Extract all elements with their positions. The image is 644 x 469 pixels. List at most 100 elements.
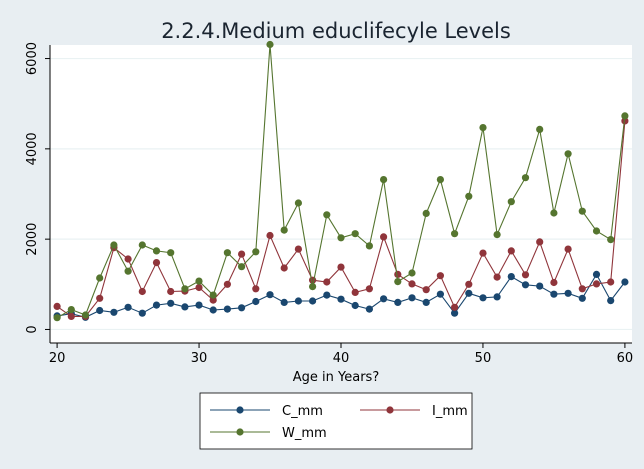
data-point-I_mm-51 xyxy=(493,273,501,281)
data-point-W_mm-51 xyxy=(493,231,501,239)
data-point-I_mm-43 xyxy=(380,233,388,241)
data-point-C_mm-43 xyxy=(380,295,388,303)
data-point-C_mm-40 xyxy=(337,295,345,303)
data-point-I_mm-58 xyxy=(592,280,601,288)
data-point-C_mm-42 xyxy=(365,305,373,313)
legend-entry-C_mm: C_mm xyxy=(210,404,323,419)
data-point-C_mm-57 xyxy=(578,294,586,302)
y-tick-label-6000: 6000 xyxy=(25,42,40,75)
data-point-I_mm-39 xyxy=(323,278,331,286)
data-point-C_mm-47 xyxy=(436,290,444,298)
data-point-I_mm-33 xyxy=(238,250,246,258)
data-point-I_mm-49 xyxy=(465,280,473,288)
data-point-I_mm-54 xyxy=(536,238,544,246)
data-point-W_mm-36 xyxy=(280,226,288,234)
chart-title: 2.2.4.Medium educlifecyle Levels xyxy=(161,19,511,43)
data-point-W_mm-44 xyxy=(394,278,402,286)
data-point-C_mm-33 xyxy=(238,304,246,312)
data-point-C_mm-25 xyxy=(124,303,132,311)
x-axis-title: Age in Years? xyxy=(293,370,379,385)
plot-area xyxy=(50,45,632,343)
data-point-I_mm-60 xyxy=(621,117,629,125)
data-point-W_mm-55 xyxy=(550,209,558,217)
legend-marker-W_mm xyxy=(236,428,244,436)
data-point-W_mm-33 xyxy=(238,263,246,271)
data-point-W_mm-45 xyxy=(408,269,416,277)
data-point-W_mm-38 xyxy=(309,283,317,291)
data-point-W_mm-26 xyxy=(138,241,146,249)
data-point-W_mm-50 xyxy=(479,124,487,132)
data-point-C_mm-44 xyxy=(394,298,402,306)
legend-entry-I_mm: I_mm xyxy=(360,404,468,419)
data-point-C_mm-41 xyxy=(351,301,359,310)
data-point-W_mm-60 xyxy=(621,112,629,120)
data-point-C_mm-34 xyxy=(252,297,260,306)
x-tick-label-30: 30 xyxy=(191,351,208,366)
data-point-W_mm-56 xyxy=(564,150,572,158)
data-point-C_mm-50 xyxy=(479,294,487,302)
data-point-C_mm-28 xyxy=(167,299,175,307)
data-point-I_mm-23 xyxy=(96,294,104,302)
data-point-W_mm-52 xyxy=(507,198,515,206)
data-point-I_mm-57 xyxy=(578,285,586,293)
data-point-C_mm-58 xyxy=(592,270,601,278)
data-point-I_mm-56 xyxy=(564,245,572,253)
x-tick-label-60: 60 xyxy=(617,351,634,366)
data-point-C_mm-53 xyxy=(521,281,530,289)
data-point-I_mm-21 xyxy=(67,312,75,320)
legend: C_mm I_mm W_mm xyxy=(199,392,473,450)
data-point-I_mm-59 xyxy=(607,278,615,286)
data-point-C_mm-54 xyxy=(536,282,544,290)
data-point-I_mm-38 xyxy=(309,276,317,284)
data-point-W_mm-46 xyxy=(422,209,430,217)
legend-box xyxy=(199,392,473,450)
legend-label-I_mm: I_mm xyxy=(432,404,468,419)
data-point-W_mm-31 xyxy=(209,291,217,299)
data-point-W_mm-30 xyxy=(195,277,203,285)
data-point-W_mm-22 xyxy=(81,311,90,319)
data-point-W_mm-24 xyxy=(110,241,118,249)
data-point-C_mm-48 xyxy=(451,309,459,317)
data-point-W_mm-59 xyxy=(607,236,615,244)
legend-label-C_mm: C_mm xyxy=(282,404,323,419)
data-point-I_mm-34 xyxy=(252,285,260,293)
x-tick-label-20: 20 xyxy=(49,351,66,366)
data-point-W_mm-35 xyxy=(266,40,274,49)
data-point-I_mm-26 xyxy=(138,287,146,296)
data-point-I_mm-37 xyxy=(294,245,302,253)
series-group xyxy=(53,40,629,322)
data-point-C_mm-23 xyxy=(96,306,104,315)
data-point-C_mm-46 xyxy=(422,298,430,306)
series-W_mm xyxy=(53,40,629,322)
y-tick-label-4000: 4000 xyxy=(25,132,40,165)
data-point-I_mm-35 xyxy=(266,231,274,240)
legend-entry-W_mm: W_mm xyxy=(210,426,327,441)
data-point-W_mm-41 xyxy=(351,230,359,238)
data-point-C_mm-39 xyxy=(323,291,331,299)
data-point-C_mm-30 xyxy=(195,301,203,309)
data-point-I_mm-30 xyxy=(195,283,203,292)
data-point-C_mm-52 xyxy=(507,273,515,281)
y-tick-label-2000: 2000 xyxy=(25,223,40,256)
data-point-I_mm-20 xyxy=(53,302,61,310)
data-point-W_mm-21 xyxy=(67,306,75,314)
data-point-I_mm-27 xyxy=(152,259,161,267)
data-point-I_mm-28 xyxy=(167,287,175,296)
data-point-W_mm-23 xyxy=(96,274,104,282)
data-point-W_mm-47 xyxy=(436,176,444,184)
data-point-I_mm-52 xyxy=(507,247,515,255)
data-point-W_mm-32 xyxy=(223,249,231,257)
data-point-W_mm-39 xyxy=(323,211,331,219)
x-tick-label-50: 50 xyxy=(475,351,492,366)
data-point-C_mm-37 xyxy=(294,297,302,305)
data-point-W_mm-34 xyxy=(252,248,260,256)
axes: 0 2000 4000 6000 20 30 40 50 60 xyxy=(25,42,633,366)
data-point-C_mm-45 xyxy=(408,294,416,302)
x-tick-label-40: 40 xyxy=(333,351,350,366)
data-point-W_mm-27 xyxy=(152,247,161,255)
data-point-C_mm-35 xyxy=(266,291,274,299)
data-point-C_mm-56 xyxy=(564,289,572,297)
data-point-C_mm-51 xyxy=(493,293,501,301)
data-point-I_mm-45 xyxy=(408,280,416,288)
